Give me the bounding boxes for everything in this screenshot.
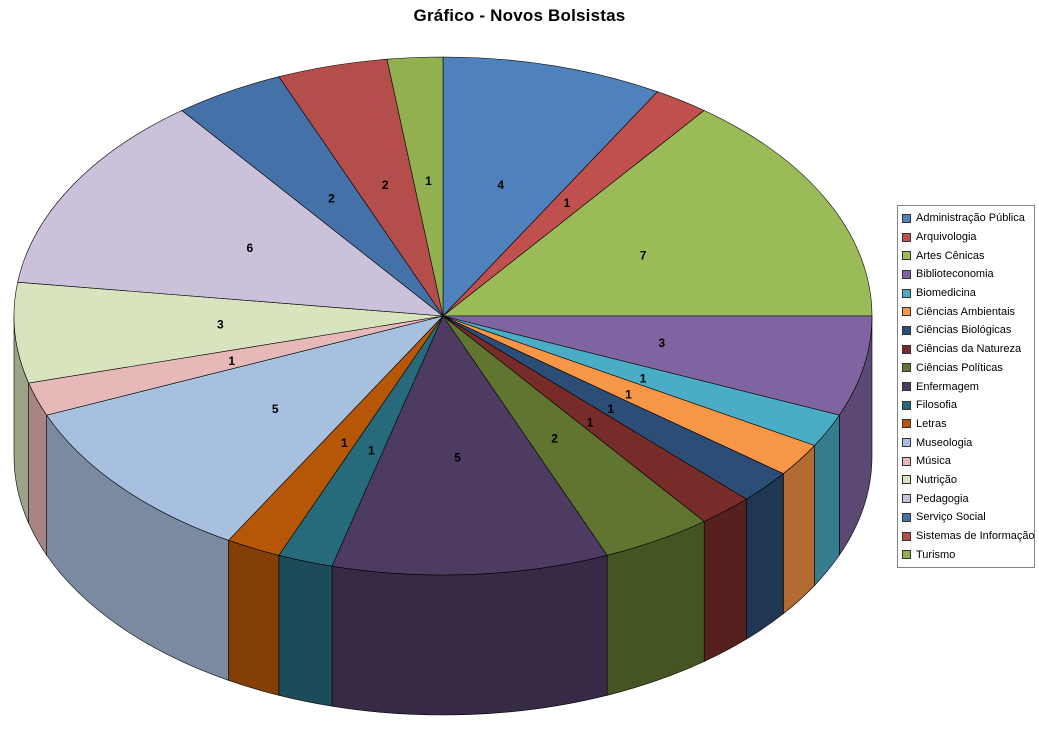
legend-swatch bbox=[902, 363, 911, 373]
pie-slice-value-label: 7 bbox=[640, 249, 647, 263]
legend-item: Arquivologia bbox=[902, 228, 1034, 247]
pie-slice-value-label: 2 bbox=[328, 192, 335, 206]
legend-label: Música bbox=[916, 455, 951, 468]
legend-label: Arquivologia bbox=[916, 231, 977, 244]
legend-swatch bbox=[902, 512, 911, 522]
legend-swatch bbox=[902, 325, 911, 335]
pie-slice bbox=[331, 315, 608, 576]
pie-slice-value-label: 1 bbox=[564, 196, 571, 210]
legend-item: Ciências Políticas bbox=[902, 359, 1034, 378]
legend: Administração Pública Arquivologia Artes C… bbox=[897, 205, 1035, 569]
pie-slice-wall bbox=[783, 444, 815, 615]
legend-label: Letras bbox=[916, 417, 947, 430]
pie-slice-value-label: 2 bbox=[382, 178, 389, 192]
pie-slice-value-label: 1 bbox=[228, 354, 235, 368]
legend-label: Ciências Políticas bbox=[916, 361, 1003, 374]
legend-item: Enfermagem bbox=[902, 377, 1034, 396]
legend-label: Nutrição bbox=[916, 473, 957, 486]
legend-label: Administração Pública bbox=[916, 212, 1025, 225]
legend-item: Música bbox=[902, 452, 1034, 471]
legend-item: Turismo bbox=[902, 545, 1034, 564]
pie-slice-value-label: 3 bbox=[658, 336, 665, 350]
legend-item: Ciências da Natureza bbox=[902, 340, 1034, 359]
legend-item: Nutrição bbox=[902, 471, 1034, 490]
legend-item: Ciências Ambientais bbox=[902, 302, 1034, 321]
pie-slice bbox=[17, 110, 444, 317]
pie-slice bbox=[442, 56, 659, 317]
pie-slice-value-label: 3 bbox=[217, 318, 224, 332]
pie-slice-wall bbox=[703, 498, 747, 662]
legend-swatch bbox=[902, 419, 911, 429]
legend-item: Pedagogia bbox=[902, 489, 1034, 508]
pie-slice bbox=[13, 281, 444, 384]
legend-item: Biblioteconomia bbox=[902, 265, 1034, 284]
legend-label: Filosofia bbox=[916, 399, 957, 412]
legend-item: Letras bbox=[902, 415, 1034, 434]
legend-label: Sistemas de Informação bbox=[916, 530, 1034, 543]
legend-label: Ciências Ambientais bbox=[916, 305, 1016, 318]
pie-slice-value-label: 1 bbox=[607, 402, 614, 416]
legend-swatch bbox=[902, 213, 911, 223]
legend-item: Administração Pública bbox=[902, 209, 1034, 228]
pie-slice-value-label: 1 bbox=[341, 436, 348, 450]
legend-label: Biomedicina bbox=[916, 287, 976, 300]
pie-slice-wall bbox=[331, 554, 608, 716]
pie-slice-value-label: 2 bbox=[551, 432, 558, 446]
pie-slice bbox=[442, 110, 873, 317]
pie-slice-value-label: 5 bbox=[272, 402, 279, 416]
legend-item: Museologia bbox=[902, 433, 1034, 452]
legend-label: Ciências Biológicas bbox=[916, 324, 1012, 337]
legend-label: Museologia bbox=[916, 436, 973, 449]
pie-slice-value-label: 6 bbox=[246, 241, 253, 255]
legend-swatch bbox=[902, 307, 911, 317]
legend-swatch bbox=[902, 475, 911, 485]
legend-label: Ciências da Natureza bbox=[916, 343, 1022, 356]
pie-slice-value-label: 1 bbox=[640, 371, 647, 385]
legend-label: Biblioteconomia bbox=[916, 268, 994, 281]
legend-label: Artes Cênicas bbox=[916, 249, 985, 262]
legend-swatch bbox=[902, 232, 911, 242]
legend-item: Serviço Social bbox=[902, 508, 1034, 527]
pie-slice-value-label: 1 bbox=[368, 443, 375, 457]
legend-swatch bbox=[902, 251, 911, 261]
pie-slice-value-label: 1 bbox=[625, 387, 632, 401]
legend-swatch bbox=[902, 494, 911, 504]
legend-label: Enfermagem bbox=[916, 380, 979, 393]
pie-slice-value-label: 1 bbox=[587, 415, 594, 429]
legend-swatch bbox=[902, 438, 911, 448]
legend-item: Artes Cênicas bbox=[902, 246, 1034, 265]
pie-slice-value-label: 5 bbox=[454, 451, 461, 465]
legend-label: Pedagogia bbox=[916, 492, 969, 505]
legend-item: Biomedicina bbox=[902, 284, 1034, 303]
legend-swatch bbox=[902, 550, 911, 560]
legend-label: Serviço Social bbox=[916, 511, 986, 524]
pie-slice-wall bbox=[228, 539, 280, 696]
pie-slice-value-label: 1 bbox=[425, 174, 432, 188]
legend-swatch bbox=[902, 344, 911, 354]
pie-slice bbox=[46, 315, 444, 541]
legend-swatch bbox=[902, 456, 911, 466]
pie-slice bbox=[386, 56, 444, 317]
legend-item: Sistemas de Informação bbox=[902, 527, 1034, 546]
legend-swatch bbox=[902, 382, 911, 392]
legend-swatch bbox=[902, 288, 911, 298]
chart-title: Gráfico - Novos Bolsistas bbox=[413, 6, 626, 25]
legend-swatch bbox=[902, 269, 911, 279]
legend-swatch bbox=[902, 400, 911, 410]
pie-slice-value-label: 4 bbox=[497, 178, 504, 192]
legend-item: Filosofia bbox=[902, 396, 1034, 415]
legend-label: Turismo bbox=[916, 548, 956, 561]
legend-swatch bbox=[902, 531, 911, 541]
legend-item: Ciências Biológicas bbox=[902, 321, 1034, 340]
pie-slice-wall bbox=[746, 473, 784, 640]
pie-slice bbox=[442, 315, 873, 416]
pie-slice-wall bbox=[278, 554, 333, 707]
